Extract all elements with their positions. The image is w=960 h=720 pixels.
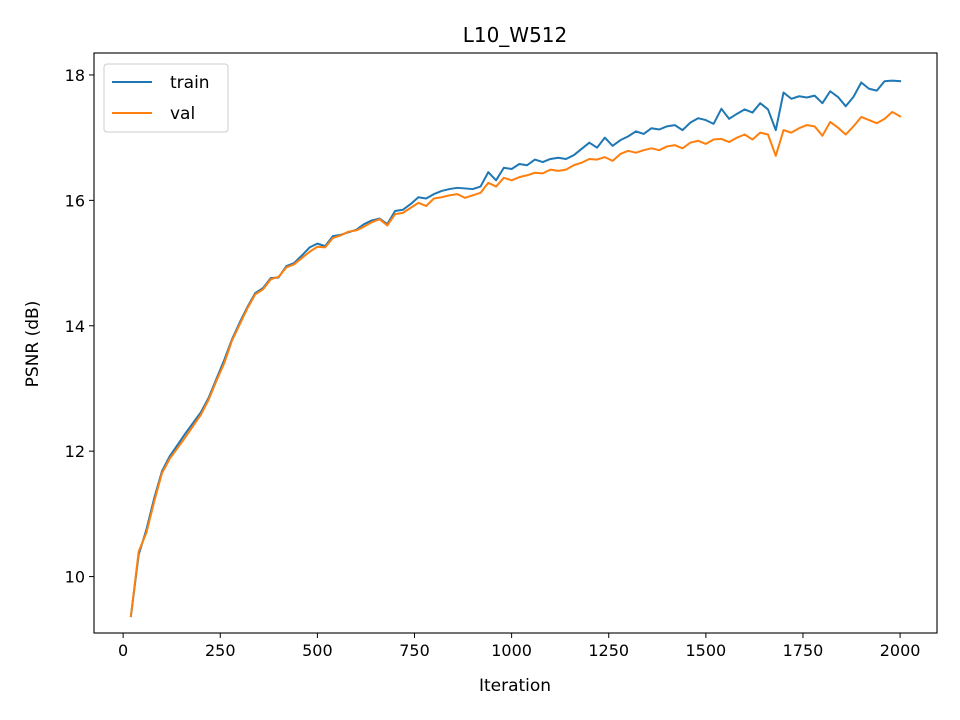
y-tick-label: 10	[65, 568, 85, 587]
x-tick-label: 1750	[783, 641, 824, 660]
x-tick-label: 500	[302, 641, 333, 660]
plot-background	[94, 53, 937, 633]
chart-title: L10_W512	[463, 23, 568, 47]
x-axis-label: Iteration	[479, 676, 551, 696]
y-tick-label: 18	[65, 66, 85, 85]
ticks: 0 250 500 750 1000 1250 1500 1750 2000 10 12 14 16 18	[65, 66, 921, 660]
legend-label-val: val	[170, 104, 195, 124]
y-tick-label: 14	[65, 317, 85, 336]
y-tick-label: 16	[65, 191, 85, 210]
x-tick-label: 750	[399, 641, 430, 660]
axes	[93, 52, 938, 634]
plot-area	[94, 53, 937, 633]
y-axis-label: PSNR (dB)	[23, 301, 43, 388]
x-tick-label: 0	[118, 641, 128, 660]
y-tick-label: 12	[65, 442, 85, 461]
legend: train val	[103, 63, 229, 133]
x-tick-label: 250	[205, 641, 236, 660]
x-tick-label: 1500	[685, 641, 726, 660]
legend-label-train: train	[170, 73, 210, 93]
x-tick-label: 1250	[588, 641, 629, 660]
x-tick-label: 1000	[491, 641, 532, 660]
series-line-val	[129, 110, 902, 618]
series-lines	[129, 79, 902, 618]
x-tick-label: 2000	[880, 641, 921, 660]
series-line-train	[129, 79, 902, 618]
plot-frame	[93, 52, 938, 634]
